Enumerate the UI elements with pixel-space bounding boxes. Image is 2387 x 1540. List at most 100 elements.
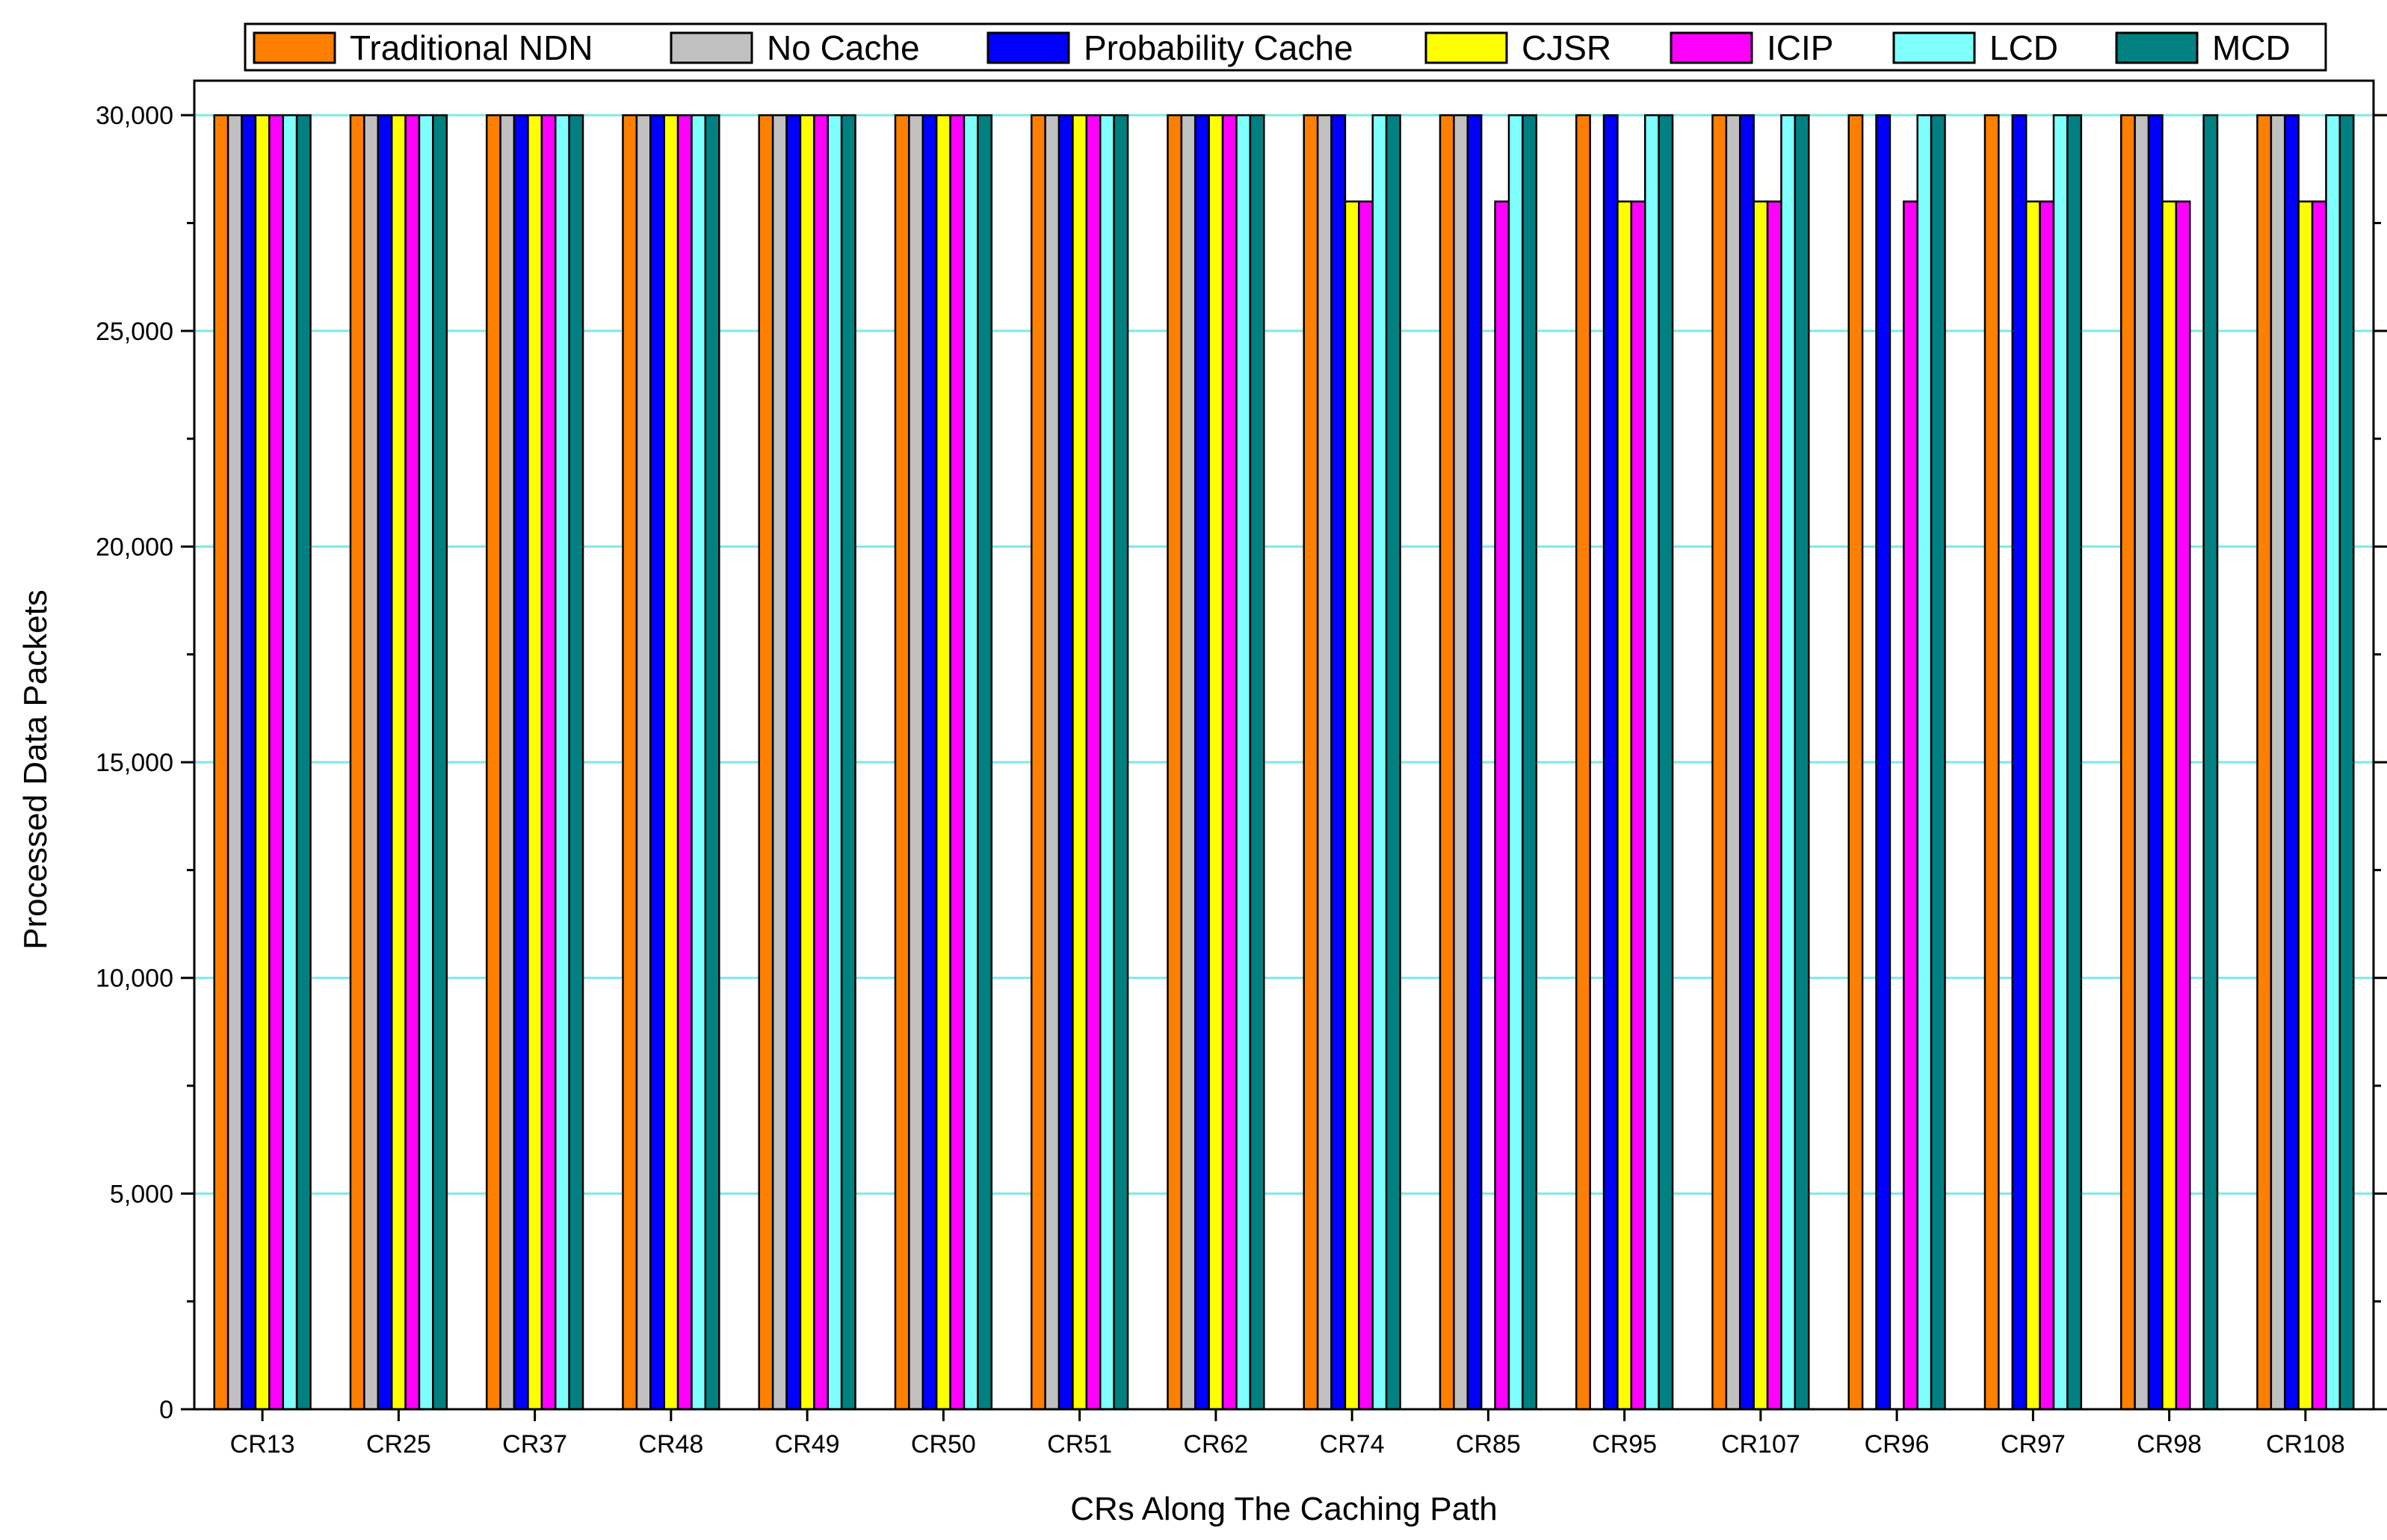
bar-probability-cache-cr108 [2284, 114, 2300, 1411]
bar-lcd-cr48 [691, 114, 707, 1411]
bar-no-cache-cr49 [771, 114, 788, 1411]
bar-icip-cr74 [1358, 200, 1374, 1411]
bar-probability-cache-cr62 [1194, 114, 1210, 1411]
bar-lcd-cr96 [1916, 114, 1933, 1411]
bar-icip-cr48 [676, 114, 693, 1411]
bar-lcd-cr50 [963, 114, 979, 1411]
bar-no-cache-cr98 [2134, 114, 2150, 1411]
bar-lcd-cr85 [1507, 114, 1524, 1411]
legend-label: LCD [1989, 28, 2058, 67]
bar-cjsr-cr49 [799, 114, 815, 1411]
x-tick-label: CR98 [2137, 1430, 2202, 1459]
bar-mcd-cr97 [2066, 114, 2083, 1411]
bar-cjsr-cr108 [2297, 200, 2314, 1411]
legend-box [244, 22, 2327, 72]
legend-swatch [1892, 31, 1976, 64]
bar-lcd-cr13 [282, 114, 298, 1411]
y-tick-label: 5,000 [110, 1180, 173, 1208]
bar-cjsr-cr37 [527, 114, 543, 1411]
x-tick-label: CR107 [1721, 1430, 1800, 1459]
y-axis-title: Processed Data Packets [17, 590, 54, 950]
bar-lcd-cr62 [1235, 114, 1252, 1411]
bar-cjsr-cr50 [935, 114, 951, 1411]
bar-no-cache-cr62 [1180, 114, 1196, 1411]
bar-lcd-cr107 [1780, 114, 1797, 1411]
bar-cjsr-cr107 [1753, 200, 1769, 1411]
bar-mcd-cr51 [1113, 114, 1129, 1411]
bar-traditional-ndn-cr108 [2256, 114, 2273, 1411]
bar-no-cache-cr25 [363, 114, 380, 1411]
x-tick-label: CR108 [2266, 1430, 2345, 1459]
bar-probability-cache-cr49 [785, 114, 802, 1411]
legend-swatch [253, 31, 336, 64]
bar-probability-cache-cr25 [377, 114, 393, 1411]
bar-probability-cache-cr107 [1739, 114, 1755, 1411]
bar-no-cache-cr108 [2270, 114, 2286, 1411]
plot-frame [193, 79, 2375, 1411]
bar-cjsr-cr51 [1072, 114, 1088, 1411]
legend-label: ICIP [1767, 28, 1833, 67]
bar-traditional-ndn-cr49 [758, 114, 774, 1411]
legend-swatch [1424, 31, 1508, 64]
bar-traditional-ndn-cr48 [622, 114, 638, 1411]
legend-swatch [2115, 31, 2199, 64]
bar-probability-cache-cr98 [2147, 114, 2164, 1411]
bar-icip-cr62 [1221, 114, 1238, 1411]
bar-no-cache-cr50 [908, 114, 924, 1411]
bar-traditional-ndn-cr13 [213, 114, 229, 1411]
bar-lcd-cr97 [2052, 114, 2069, 1411]
bar-cjsr-cr97 [2025, 200, 2041, 1411]
x-tick-label: CR50 [911, 1430, 976, 1459]
bar-mcd-cr48 [704, 114, 720, 1411]
bar-no-cache-cr74 [1316, 114, 1333, 1411]
bar-lcd-cr25 [418, 114, 434, 1411]
bar-probability-cache-cr95 [1602, 114, 1619, 1411]
bar-mcd-cr37 [568, 114, 584, 1411]
bar-traditional-ndn-cr37 [485, 114, 501, 1411]
bar-lcd-cr108 [2325, 114, 2341, 1411]
bar-no-cache-cr48 [635, 114, 652, 1411]
x-tick-label: CR95 [1592, 1430, 1657, 1459]
bar-no-cache-cr85 [1453, 114, 1469, 1411]
bar-icip-cr95 [1630, 200, 1646, 1411]
bar-icip-cr50 [949, 114, 966, 1411]
bar-icip-cr85 [1494, 200, 1510, 1411]
x-tick-label: CR74 [1320, 1430, 1385, 1459]
bar-mcd-cr49 [840, 114, 856, 1411]
bar-no-cache-cr13 [226, 114, 243, 1411]
bar-mcd-cr98 [2202, 114, 2219, 1411]
x-tick-label: CR13 [230, 1430, 295, 1459]
bar-icip-cr97 [2039, 200, 2055, 1411]
bar-mcd-cr50 [977, 114, 993, 1411]
axes [181, 79, 2387, 1421]
x-tick-label: CR37 [502, 1430, 567, 1459]
bar-mcd-cr85 [1522, 114, 1538, 1411]
x-tick-label: CR96 [1865, 1430, 1930, 1459]
y-tick-label: 25,000 [96, 318, 173, 346]
bar-probability-cache-cr37 [513, 114, 529, 1411]
bar-traditional-ndn-cr62 [1167, 114, 1183, 1411]
y-tick-label: 0 [159, 1396, 173, 1424]
bar-mcd-cr96 [1930, 114, 1946, 1411]
bar-mcd-cr108 [2338, 114, 2355, 1411]
bar-mcd-cr74 [1385, 114, 1401, 1411]
bar-lcd-cr49 [827, 114, 843, 1411]
bar-traditional-ndn-cr96 [1847, 114, 1864, 1411]
bar-cjsr-cr48 [663, 114, 679, 1411]
bar-probability-cache-cr96 [1875, 114, 1892, 1411]
bar-probability-cache-cr74 [1330, 114, 1347, 1411]
legend-swatch [1670, 31, 1753, 64]
x-tick-label: CR25 [366, 1430, 431, 1459]
bar-probability-cache-cr50 [921, 114, 938, 1411]
bar-icip-cr107 [1766, 200, 1782, 1411]
x-tick-label: CR51 [1047, 1430, 1112, 1459]
bar-traditional-ndn-cr50 [894, 114, 910, 1411]
bar-icip-cr98 [2175, 200, 2191, 1411]
bar-mcd-cr107 [1794, 114, 1810, 1411]
bar-icip-cr51 [1085, 114, 1102, 1411]
bar-icip-cr37 [540, 114, 557, 1411]
tick-labels: 0 5,000 10,000 15,000 20,000 25,000 30,000 CR13… [96, 102, 2345, 1459]
bar-lcd-cr74 [1371, 114, 1388, 1411]
legend-label: MCD [2212, 28, 2291, 67]
